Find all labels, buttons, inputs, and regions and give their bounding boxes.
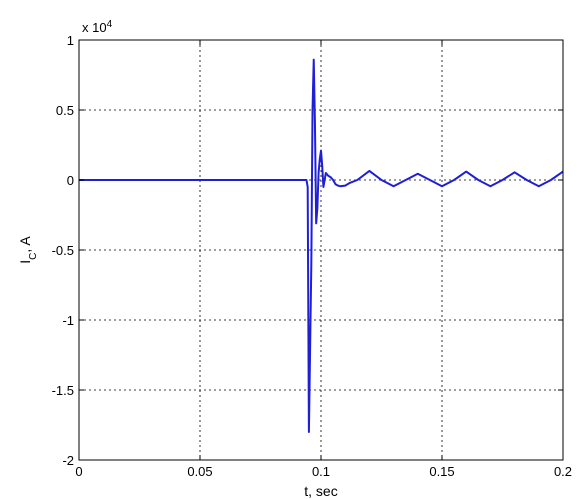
x-tick-label: 0.2 [554, 464, 572, 479]
y-axis-label: IC, A [17, 236, 39, 264]
y-tick-label: -2 [62, 453, 74, 468]
series-layer [79, 58, 564, 433]
y-axis-multiplier-exponent: 4 [107, 19, 113, 30]
series-line [79, 58, 564, 433]
x-axis-label: t, sec [304, 483, 337, 499]
y-tick-label: -0.5 [52, 243, 74, 258]
y-axis-multiplier: x 104 [82, 19, 113, 36]
x-tick-label: 0.05 [187, 464, 212, 479]
y-tick-label: 0.5 [56, 103, 74, 118]
y-tick-label: -1 [62, 313, 74, 328]
x-tick-label: 0.1 [312, 464, 330, 479]
x-tick-label: 0.15 [429, 464, 454, 479]
y-tick-label: 1 [67, 33, 74, 48]
x-tick-label: 0 [75, 464, 82, 479]
y-axis-label-subscript: C [28, 253, 39, 260]
y-tick-label: 0 [67, 173, 74, 188]
y-axis-label-suffix: , A [17, 236, 33, 253]
ticks [78, 39, 564, 461]
y-axis-multiplier-base: x 10 [82, 20, 107, 35]
y-axis-label-main: I [17, 260, 33, 264]
tick-labels: 0 0.05 0.1 0.15 0.2 -2 -1.5 -1 -0.5 0 0.5 1 [52, 33, 572, 479]
y-tick-label: -1.5 [52, 383, 74, 398]
